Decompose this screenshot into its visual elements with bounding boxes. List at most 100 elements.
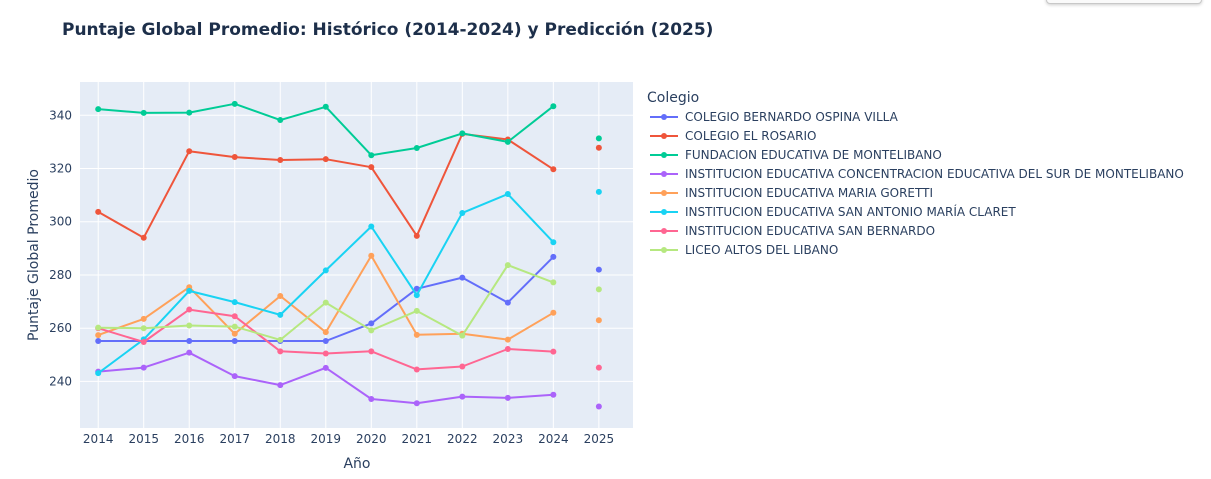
prediction-point[interactable] [595,188,602,195]
data-point[interactable] [368,223,375,230]
data-point[interactable] [413,331,420,338]
data-point[interactable] [322,156,329,163]
data-point[interactable] [413,285,420,292]
data-point[interactable] [413,400,420,407]
prediction-point[interactable] [595,403,602,410]
data-point[interactable] [140,364,147,371]
data-point[interactable] [368,320,375,327]
data-point[interactable] [140,315,147,322]
data-point[interactable] [368,252,375,259]
data-point[interactable] [550,309,557,316]
data-point[interactable] [550,279,557,286]
data-point[interactable] [95,324,102,331]
data-point[interactable] [277,336,284,343]
data-point[interactable] [459,274,466,281]
data-point[interactable] [186,287,193,294]
data-point[interactable] [186,322,193,329]
legend-item[interactable]: FUNDACION EDUCATIVA DE MONTELIBANO [650,148,942,162]
data-point[interactable] [95,208,102,215]
data-point[interactable] [368,327,375,334]
data-point[interactable] [368,348,375,355]
data-point[interactable] [504,345,511,352]
data-point[interactable] [550,103,557,110]
data-point[interactable] [459,393,466,400]
data-point[interactable] [231,100,238,107]
data-point[interactable] [459,363,466,370]
data-point[interactable] [95,332,102,339]
data-point[interactable] [277,382,284,389]
data-point[interactable] [277,311,284,318]
data-point[interactable] [504,336,511,343]
data-point[interactable] [459,209,466,216]
data-point[interactable] [231,337,238,344]
data-point[interactable] [459,332,466,339]
data-point[interactable] [413,232,420,239]
data-point[interactable] [277,156,284,163]
data-point[interactable] [186,337,193,344]
data-point[interactable] [277,348,284,355]
data-point[interactable] [504,394,511,401]
data-point[interactable] [95,106,102,113]
prediction-point[interactable] [595,364,602,371]
data-point[interactable] [231,313,238,320]
data-point[interactable] [504,262,511,269]
data-point[interactable] [140,109,147,116]
data-point[interactable] [413,307,420,314]
data-point[interactable] [322,337,329,344]
data-point[interactable] [140,234,147,241]
data-point[interactable] [504,299,511,306]
data-point[interactable] [277,292,284,299]
data-point[interactable] [322,329,329,336]
data-point[interactable] [186,148,193,155]
prediction-point[interactable] [595,135,602,142]
plot-area [80,82,633,428]
x-tick-label: 2025 [584,432,615,446]
data-point[interactable] [231,154,238,161]
prediction-point[interactable] [595,144,602,151]
data-point[interactable] [413,145,420,152]
data-point[interactable] [322,267,329,274]
prediction-point[interactable] [595,266,602,273]
data-point[interactable] [322,299,329,306]
series-5 [95,188,602,377]
data-point[interactable] [550,166,557,173]
data-point[interactable] [413,366,420,373]
legend-item[interactable]: INSTITUCION EDUCATIVA SAN ANTONIO MARÍA … [650,204,1016,219]
data-point[interactable] [95,370,102,377]
data-point[interactable] [368,395,375,402]
legend-item[interactable]: INSTITUCION EDUCATIVA CONCENTRACION EDUC… [650,167,1184,181]
data-point[interactable] [459,130,466,137]
data-point[interactable] [504,191,511,198]
data-point[interactable] [413,292,420,299]
data-point[interactable] [504,138,511,145]
data-point[interactable] [322,364,329,371]
data-point[interactable] [368,152,375,159]
data-point[interactable] [550,348,557,355]
data-point[interactable] [186,306,193,313]
data-point[interactable] [186,349,193,356]
data-point[interactable] [277,117,284,124]
data-point[interactable] [231,373,238,380]
legend-item[interactable]: INSTITUCION EDUCATIVA SAN BERNARDO [650,224,935,238]
data-point[interactable] [550,253,557,260]
legend-item[interactable]: COLEGIO BERNARDO OSPINA VILLA [650,110,899,124]
data-point[interactable] [186,109,193,116]
legend-label: COLEGIO BERNARDO OSPINA VILLA [685,110,899,124]
data-point[interactable] [231,299,238,306]
data-point[interactable] [140,339,147,346]
data-point[interactable] [368,164,375,171]
data-point[interactable] [550,239,557,246]
legend-item[interactable]: COLEGIO EL ROSARIO [650,129,816,143]
data-point[interactable] [550,391,557,398]
legend[interactable]: Colegio COLEGIO BERNARDO OSPINA VILLA COL… [647,90,1184,257]
prediction-point[interactable] [595,317,602,324]
data-point[interactable] [231,330,238,337]
legend-item[interactable]: LICEO ALTOS DEL LIBANO [650,243,838,257]
data-point[interactable] [95,337,102,344]
legend-item[interactable]: INSTITUCION EDUCATIVA MARIA GORETTI [650,186,933,200]
data-point[interactable] [322,103,329,110]
data-point[interactable] [140,325,147,332]
prediction-point[interactable] [595,286,602,293]
data-point[interactable] [322,350,329,357]
data-point[interactable] [231,323,238,330]
